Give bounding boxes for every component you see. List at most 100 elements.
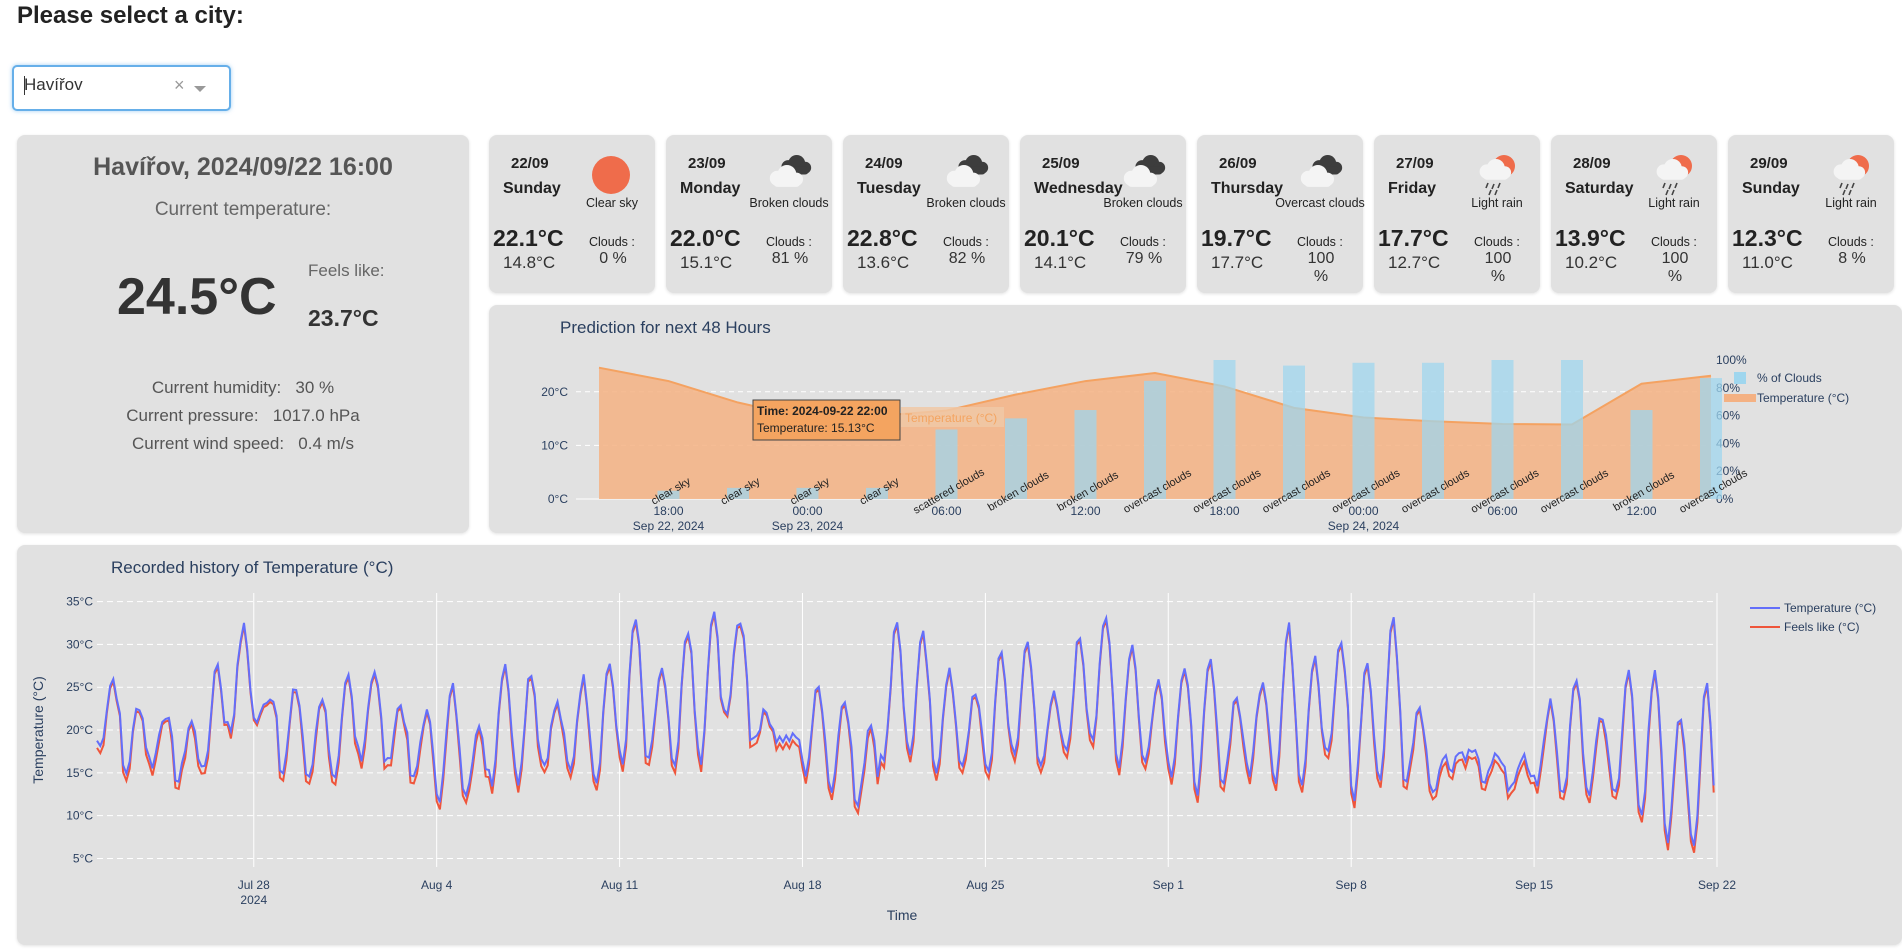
prediction-chart[interactable]: Prediction for next 48 Hours 0°C 10°C 20°C 0… — [489, 305, 1902, 533]
y-tick-label: 25°C — [66, 680, 93, 694]
cloud-bar — [1005, 418, 1027, 499]
x-tick-label: Aug 18 — [783, 878, 821, 892]
light-rain-icon — [1651, 153, 1695, 196]
cloud-bar — [1561, 360, 1583, 499]
forecast-date: 25/09 — [1042, 155, 1080, 172]
cloud-bar — [657, 490, 680, 499]
y2-tick-label: 40% — [1716, 436, 1740, 450]
x-tick-label: Aug 4 — [421, 878, 453, 892]
forecast-low: 10.2°C — [1565, 253, 1618, 272]
forecast-condition: Clear sky — [585, 196, 639, 210]
forecast-clouds-value: 8 % — [1838, 250, 1866, 267]
cloud-bar — [1630, 410, 1653, 499]
legend-label: % of Clouds — [1757, 371, 1822, 385]
x-tick-label: Sep 8 — [1336, 878, 1368, 892]
forecast-high: 22.0°C — [670, 225, 741, 251]
forecast-clouds-label: Clouds : — [943, 235, 989, 249]
temperature-line — [96, 611, 1715, 846]
pressure-label: Current pressure: — [126, 406, 259, 425]
wind-value: 0.4 m/s — [298, 434, 355, 453]
forecast-weekday: Sunday — [1742, 180, 1800, 197]
forecast-clouds-label: Clouds : — [1297, 235, 1343, 249]
forecast-low: 13.6°C — [857, 253, 910, 272]
feels-like-value: 23.7°C — [308, 305, 379, 331]
x-tick-label: 00:00 — [792, 504, 822, 518]
forecast-clouds-label: Clouds : — [1651, 235, 1697, 249]
forecast-weekday: Thursday — [1211, 180, 1284, 197]
cloud-bar — [1352, 362, 1375, 499]
feels-like-label: Feels like: — [308, 261, 385, 280]
current-title: Havířov, 2024/09/22 16:00 — [93, 153, 393, 181]
forecast-card: 28/09 Saturday Light rain 13.9°C 10.2°C … — [1551, 135, 1717, 293]
cloud-bar — [1144, 380, 1166, 499]
overcast-clouds-icon — [1297, 153, 1343, 193]
forecast-condition: Broken clouds — [749, 196, 829, 210]
city-select-value: Havířov — [24, 75, 83, 94]
tooltip-series: Temperature (°C) — [905, 411, 997, 425]
x-tick-label: Aug 25 — [966, 878, 1004, 892]
chevron-down-icon[interactable] — [194, 86, 206, 92]
cloud-bar — [935, 429, 958, 499]
text-caret — [24, 76, 25, 95]
wind-row: Current wind speed: 0.4 m/s — [17, 434, 469, 454]
city-select[interactable]: Havířov × — [12, 65, 231, 111]
forecast-low: 14.1°C — [1034, 253, 1087, 272]
forecast-weekday: Sunday — [503, 180, 561, 197]
y-tick-label: 10°C — [66, 809, 93, 823]
x-tick-label: 00:00 — [1348, 504, 1378, 518]
forecast-date: 27/09 — [1396, 155, 1434, 172]
legend-swatch-clouds — [1734, 372, 1746, 384]
forecast-clouds-value: 100 % — [1307, 250, 1335, 285]
forecast-low: 14.8°C — [503, 253, 556, 272]
forecast-low: 12.7°C — [1388, 253, 1441, 272]
cloud-bar — [866, 487, 888, 499]
humidity-row: Current humidity: 30 % — [17, 378, 469, 398]
broken-clouds-icon — [1120, 153, 1166, 193]
chart-title: Prediction for next 48 Hours — [560, 318, 771, 337]
forecast-high: 19.7°C — [1201, 225, 1272, 251]
forecast-high: 13.9°C — [1555, 225, 1626, 251]
forecast-clouds-label: Clouds : — [766, 235, 812, 249]
humidity-label: Current humidity: — [151, 378, 282, 397]
forecast-weekday: Saturday — [1565, 180, 1634, 197]
forecast-date: 23/09 — [688, 155, 726, 172]
clear-icon[interactable]: × — [174, 75, 185, 95]
forecast-weekday: Tuesday — [857, 180, 921, 197]
history-chart[interactable]: Recorded history of Temperature (°C) 5°C 1… — [17, 545, 1902, 945]
y2-tick-label: 60% — [1716, 409, 1740, 423]
x-axis-title: Time — [887, 907, 918, 923]
light-rain-icon — [1474, 153, 1518, 196]
x-tick-label: Sep 15 — [1515, 878, 1553, 892]
forecast-clouds-value: 79 % — [1125, 250, 1163, 267]
forecast-high: 22.1°C — [493, 225, 564, 251]
x-tick-label: 06:00 — [931, 504, 961, 518]
forecast-clouds-label: Clouds : — [1120, 235, 1166, 249]
x-tick-sublabel: Sep 23, 2024 — [772, 519, 844, 533]
y-tick-label: 35°C — [66, 595, 93, 609]
forecast-high: 17.7°C — [1378, 225, 1449, 251]
x-tick-label: Sep 22 — [1698, 878, 1736, 892]
legend-label: Temperature (°C) — [1757, 391, 1849, 405]
forecast-condition: Light rain — [1825, 196, 1877, 210]
tooltip-series-box — [901, 407, 1004, 427]
cloud-bar — [1700, 378, 1722, 499]
legend-swatch-temperature — [1724, 394, 1756, 402]
cloud-bar — [727, 487, 749, 499]
tooltip-time: Time: 2024-09-22 22:00 — [757, 404, 888, 418]
forecast-card: 26/09 Thursday Overcast clouds 19.7°C 17… — [1197, 135, 1365, 293]
x-tick-label: 06:00 — [1487, 504, 1517, 518]
legend-label: Feels like (°C) — [1784, 620, 1859, 634]
forecast-clouds-value: 0 % — [599, 250, 627, 267]
forecast-low: 15.1°C — [680, 253, 733, 272]
pressure-row: Current pressure: 1017.0 hPa — [17, 406, 469, 426]
x-tick-label: Aug 11 — [601, 878, 638, 892]
forecast-weekday: Monday — [680, 180, 741, 197]
y-tick-label: 20°C — [66, 723, 93, 737]
y-tick-label: 30°C — [66, 637, 93, 651]
x-tick-label: 12:00 — [1070, 504, 1100, 518]
prediction-chart-panel: Prediction for next 48 Hours 0°C 10°C 20°C 0… — [489, 305, 1902, 533]
current-temp-value: 24.5°C — [117, 268, 277, 326]
cloud-bar — [1074, 410, 1097, 499]
forecast-weekday: Wednesday — [1034, 180, 1123, 197]
forecast-low: 17.7°C — [1211, 253, 1264, 272]
